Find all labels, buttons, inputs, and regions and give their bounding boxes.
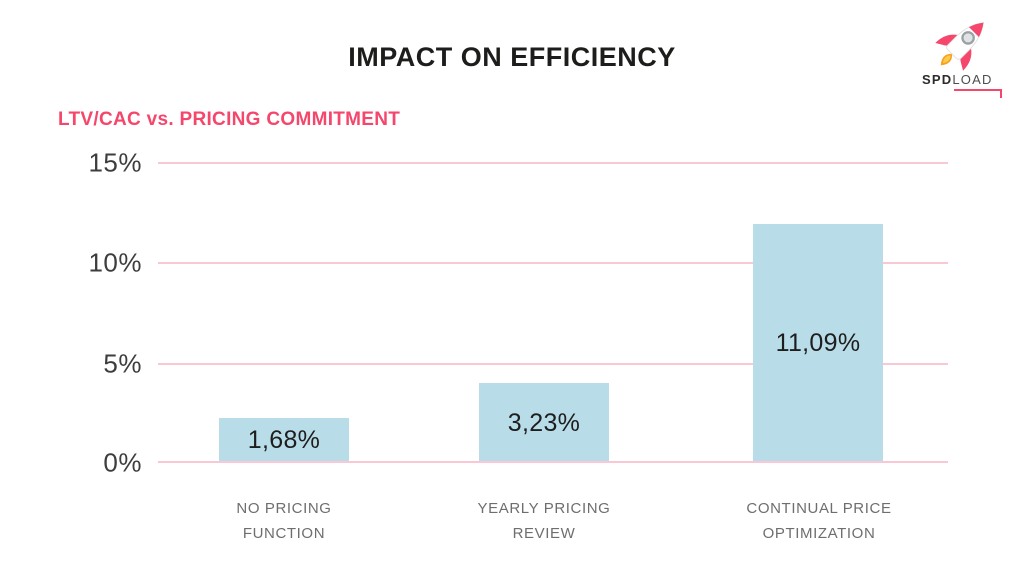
gridline-5pct: [158, 363, 948, 365]
x-category-line: CONTINUAL PRICE: [746, 500, 892, 517]
chart-subtitle: LTV/CAC vs. PRICING COMMITMENT: [58, 109, 401, 130]
logo-underline: [954, 89, 1002, 91]
y-tick-15: 15%: [88, 147, 142, 178]
y-tick-5: 5%: [103, 348, 142, 379]
page-title: IMPACT ON EFFICIENCY: [348, 42, 676, 72]
brand-name-bold: SPD: [922, 72, 953, 87]
x-category-yearly-pricing-review: YEARLY PRICING REVIEW: [424, 496, 664, 546]
bar-yearly-pricing-review: 3,23%: [479, 383, 609, 463]
x-category-line: NO PRICING: [236, 500, 332, 517]
gridline-15pct: [158, 162, 948, 164]
bar-no-pricing-function: 1,68%: [219, 418, 349, 463]
brand-name: SPDLOAD: [922, 72, 1002, 98]
x-category-line: OPTIMIZATION: [762, 525, 876, 542]
bar-chart-plot-area: 1,68% 3,23% 11,09%: [158, 162, 948, 463]
gridline-10pct: [158, 262, 948, 264]
brand-logo: SPDLOAD: [916, 6, 1008, 98]
y-axis: 15% 10% 5% 0%: [56, 0, 142, 576]
logo-underline-tick: [1000, 89, 1002, 98]
x-category-line: FUNCTION: [242, 525, 326, 542]
x-category-no-pricing-function: NO PRICING FUNCTION: [164, 496, 404, 546]
bar-value-label: 3,23%: [507, 408, 581, 437]
rocket-icon: [935, 21, 985, 71]
brand-name-light: LOAD: [952, 72, 993, 87]
x-category-line: REVIEW: [512, 525, 576, 542]
x-category-continual-price-optimization: CONTINUAL PRICE OPTIMIZATION: [699, 496, 939, 546]
y-tick-0: 0%: [103, 447, 142, 478]
bar-value-label: 1,68%: [247, 426, 321, 454]
y-tick-10: 10%: [88, 247, 142, 278]
x-category-line: YEARLY PRICING: [477, 500, 611, 517]
bar-continual-price-optimization: 11,09%: [753, 224, 883, 463]
gridline-0pct: [158, 461, 948, 463]
bar-value-label: 11,09%: [775, 329, 861, 357]
